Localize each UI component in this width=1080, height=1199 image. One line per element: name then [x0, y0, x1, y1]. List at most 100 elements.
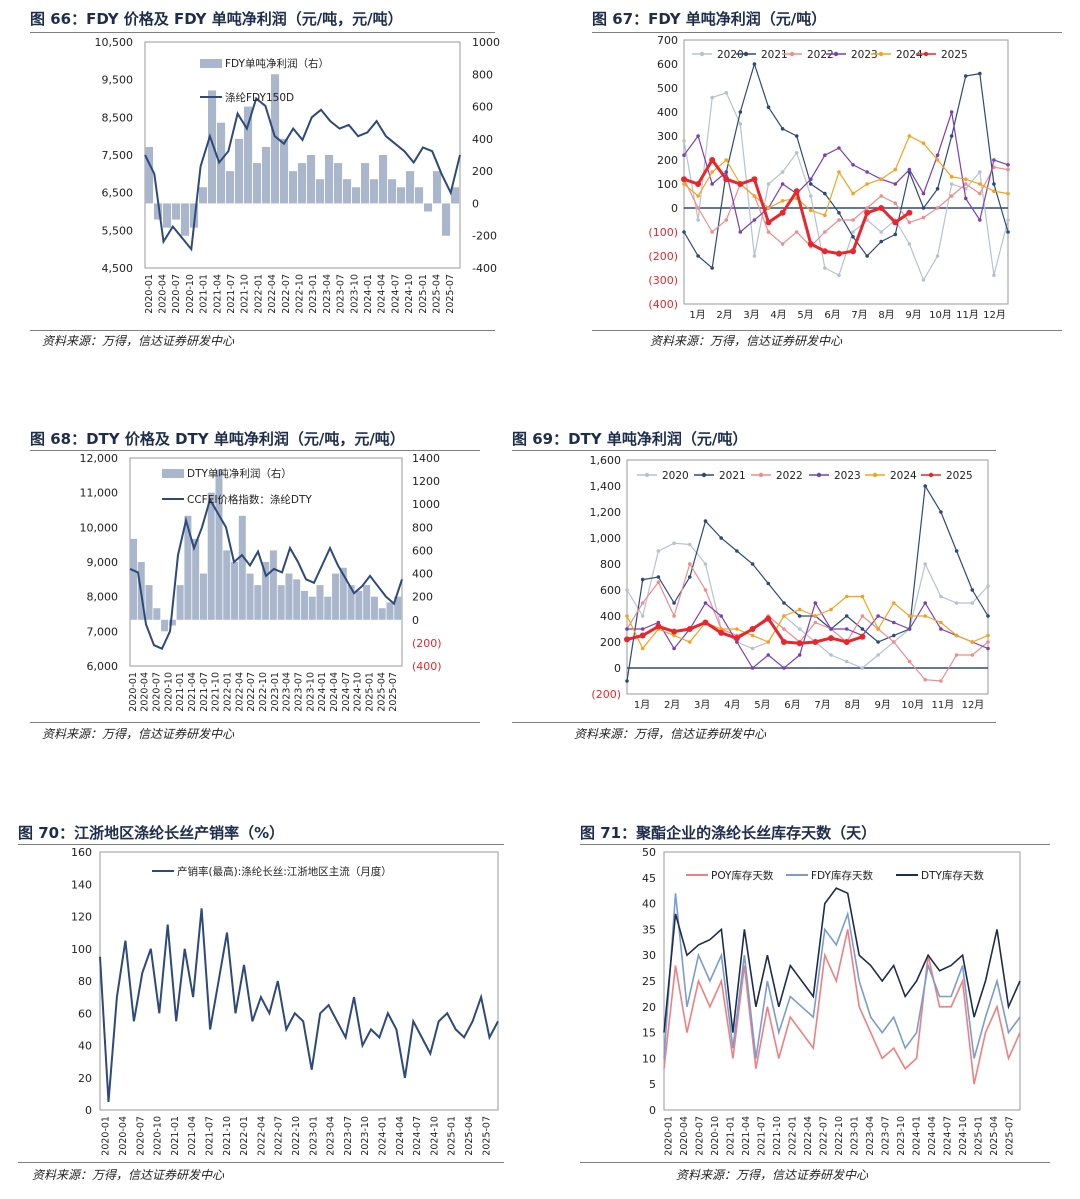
- series-marker: [829, 653, 833, 657]
- x-tick-label: 2023-07: [336, 274, 347, 314]
- series-marker: [681, 176, 687, 183]
- series-marker: [906, 209, 913, 216]
- source-rule: [30, 330, 495, 331]
- x-tick-label: 2025-07: [1004, 1116, 1015, 1156]
- x-tick-label: 6月: [824, 309, 840, 321]
- series-marker: [750, 633, 755, 638]
- profit-bar: [217, 122, 226, 204]
- series-marker: [992, 182, 996, 186]
- figure-69: 图 69：DTY 单吨净利润（元/吨） (200) 0 200 400 600 800 1,…: [512, 428, 996, 748]
- legend-item-marker: [878, 51, 884, 57]
- x-tick-label: 2020-10: [153, 1116, 164, 1156]
- series-marker: [970, 640, 975, 644]
- series-marker: [696, 254, 700, 258]
- profit-bar: [269, 550, 277, 620]
- source-rule: [512, 722, 996, 723]
- series-marker: [978, 191, 982, 196]
- x-tick-label: 2021-04: [212, 274, 223, 314]
- profit-bar: [145, 585, 153, 620]
- x-tick-label: 2021-07: [757, 1116, 768, 1156]
- y-tick-label: 800: [600, 558, 621, 571]
- series-marker: [923, 677, 928, 682]
- x-tick-label: 2022-07: [246, 672, 257, 712]
- y-right-tick-label: 200: [472, 165, 493, 178]
- x-tick-label: 2023-04: [865, 1116, 876, 1156]
- series-marker: [687, 542, 692, 547]
- series-marker: [939, 627, 943, 631]
- series-marker: [907, 220, 912, 225]
- series-marker: [828, 635, 835, 642]
- series-marker: [625, 588, 629, 592]
- series-marker: [921, 206, 926, 210]
- x-tick-label: 2024-07: [412, 1116, 423, 1156]
- legend-item: FDY库存天数: [811, 869, 873, 882]
- profit-bar: [379, 155, 388, 204]
- series-marker: [780, 170, 785, 174]
- series-marker: [793, 188, 800, 195]
- legend-item-marker: [816, 472, 822, 478]
- series-marker: [624, 636, 630, 643]
- y-tick-label: 100: [657, 178, 678, 191]
- x-tick-label: 2022-10: [834, 1116, 845, 1156]
- series-marker: [823, 213, 827, 217]
- x-tick-label: 2020-04: [679, 1116, 690, 1156]
- y-tick-label: (100): [648, 226, 678, 239]
- x-tick-label: 2020-04: [118, 1116, 129, 1156]
- x-tick-label: 2025-04: [464, 1116, 475, 1156]
- series-marker: [812, 639, 819, 645]
- chart-title: 图 68：DTY 价格及 DTY 单吨净利润（元/吨，元/吨）: [30, 430, 405, 448]
- profit-bar: [308, 596, 316, 620]
- profit-bar: [192, 538, 200, 620]
- x-tick-label: 2月: [716, 309, 732, 321]
- y-tick-label: (300): [648, 274, 678, 287]
- series-line: [683, 166, 1009, 248]
- profit-bar: [161, 619, 169, 632]
- series-marker: [954, 549, 959, 553]
- series-marker: [703, 601, 708, 605]
- series-marker: [766, 182, 771, 186]
- series-marker: [963, 196, 968, 201]
- legend-item-marker: [758, 472, 764, 478]
- series-marker: [672, 646, 676, 651]
- x-tick-label: 2020-10: [163, 672, 174, 712]
- y-tick-label: 700: [657, 34, 678, 47]
- x-tick-label: 2021-10: [240, 274, 251, 314]
- profit-bar: [235, 138, 244, 204]
- series-marker: [794, 230, 799, 234]
- x-tick-label: 2025-04: [376, 672, 387, 712]
- profit-bar: [394, 596, 402, 620]
- series-marker: [672, 601, 676, 605]
- series-marker: [682, 230, 686, 234]
- figure-70: 图 70：江浙地区涤纶长丝产销率（%） 0 20 40 60 80 100 120 140 16…: [18, 822, 504, 1192]
- y-tick-label: 20: [78, 1072, 92, 1085]
- x-tick-label: 2020-04: [140, 672, 151, 712]
- y-left-tick-label: 10,500: [95, 36, 134, 49]
- series-marker: [907, 134, 912, 138]
- series-marker: [865, 254, 869, 258]
- series-marker: [780, 199, 785, 203]
- series-line: [626, 562, 989, 682]
- series-marker: [837, 146, 841, 150]
- series-marker: [829, 607, 833, 612]
- series-marker: [696, 134, 700, 138]
- chart-plot: (400) (300) (200) (100) 0 100 200 300 400 500 600 7…: [648, 34, 1010, 321]
- x-tick-label: 2022-04: [256, 1116, 267, 1156]
- series-marker: [939, 510, 943, 514]
- y-right-tick-label: 200: [412, 591, 433, 604]
- y-tick-label: 60: [78, 1007, 92, 1020]
- series-marker: [640, 627, 645, 631]
- series-line: [626, 484, 989, 682]
- series-marker: [963, 74, 968, 78]
- price-line: [129, 497, 403, 651]
- profit-bar: [215, 469, 223, 620]
- x-tick-label: 2020-04: [158, 274, 169, 314]
- legend-item: 2024: [890, 470, 917, 482]
- x-tick-label: 5月: [797, 309, 813, 321]
- series-marker: [765, 615, 772, 622]
- series-marker: [671, 628, 678, 635]
- series-marker: [821, 248, 828, 255]
- x-tick-label: 2021-04: [741, 1116, 752, 1156]
- profit-bar: [153, 608, 161, 620]
- legend-item-marker: [701, 472, 707, 478]
- series-marker: [797, 653, 802, 657]
